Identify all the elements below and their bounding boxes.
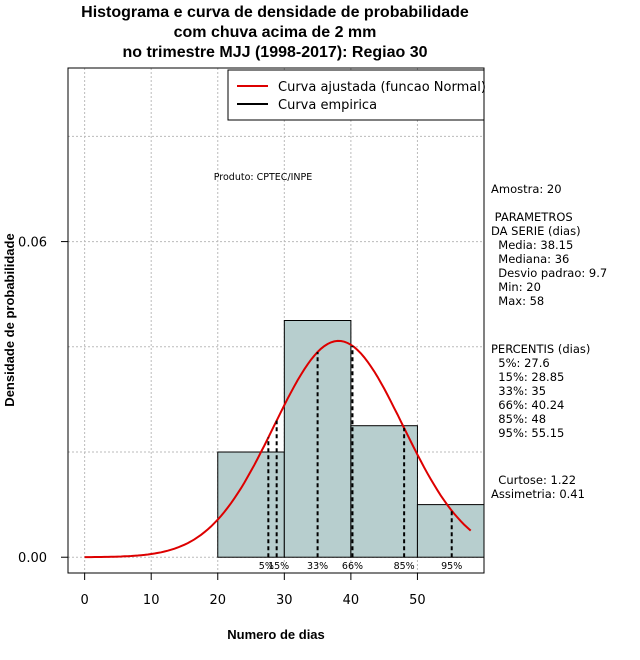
skewness-value: Assimetria: 0.41 xyxy=(491,487,585,501)
percentile-line-2: 15%: 28.85 xyxy=(491,370,565,384)
x-tick-label-5: 50 xyxy=(409,593,426,608)
percentile-line-5: 85%: 48 xyxy=(491,412,547,426)
percentile-line-4: 66%: 40.24 xyxy=(491,398,565,412)
legend-label-fitted: Curva ajustada (funcao Normal) xyxy=(278,80,486,95)
percentile-line-3: 33%: 35 xyxy=(491,384,547,398)
x-tick-label-3: 30 xyxy=(276,593,293,608)
parameter-line-0: PARAMETROS xyxy=(491,210,573,224)
chart-title-line-3: no trimestre MJJ (1998-2017): Regiao 30 xyxy=(122,44,428,61)
parameter-line-6: Max: 58 xyxy=(491,294,545,308)
x-tick-label-4: 40 xyxy=(343,593,360,608)
percentile-line-6: 95%: 55.15 xyxy=(491,426,565,440)
x-axis-label: Numero de dias xyxy=(227,627,325,642)
percentile-label-3: 66% xyxy=(342,561,363,572)
histogram-bar-2 xyxy=(350,425,418,558)
percentile-line-0: PERCENTIS (dias) xyxy=(491,342,591,356)
percentile-label-0: 5% xyxy=(259,561,274,572)
legend-box xyxy=(227,69,485,121)
x-tick-label-0: 0 xyxy=(80,593,88,608)
chart-title-line-2: com chuva acima de 2 mm xyxy=(173,24,377,41)
parameter-line-2: Media: 38.15 xyxy=(491,238,574,252)
percentile-label-5: 95% xyxy=(441,561,462,572)
parameter-line-5: Min: 20 xyxy=(491,280,541,294)
chart-title-line-1: Histograma e curva de densidade de proba… xyxy=(81,4,469,21)
sample-size: Amostra: 20 xyxy=(491,182,562,196)
product-label: Produto: CPTEC/INPE xyxy=(214,172,313,183)
series-parameters: PARAMETROS DA SERIE (dias) Media: 38.15 M… xyxy=(491,210,607,308)
parameter-line-1: DA SERIE (dias) xyxy=(491,224,581,238)
percentile-label-1: 15% xyxy=(268,561,289,572)
parameter-line-3: Mediana: 36 xyxy=(491,252,570,266)
y-tick-label-1: 0.06 xyxy=(18,236,47,251)
fitted-normal-curve xyxy=(84,339,472,559)
parameter-line-4: Desvio padrao: 9.7 xyxy=(491,266,608,280)
y-axis-label: Densidade de probabilidade xyxy=(2,233,17,406)
x-tick-label-2: 20 xyxy=(209,593,226,608)
x-tick-label-1: 10 xyxy=(143,593,160,608)
y-tick-label-0: 0.00 xyxy=(18,551,47,566)
kurtosis-value: Curtose: 1.22 xyxy=(491,473,577,487)
plot-frame xyxy=(67,67,485,574)
percentile-label-4: 85% xyxy=(394,561,415,572)
percentile-line-1: 5%: 27.6 xyxy=(491,356,550,370)
legend-label-empirical: Curva empirica xyxy=(278,98,377,113)
histogram-bar-0 xyxy=(217,451,285,558)
percentile-label-2: 33% xyxy=(307,561,328,572)
percentiles-list: PERCENTIS (dias) 5%: 27.6 15%: 28.85 33%… xyxy=(491,342,590,440)
